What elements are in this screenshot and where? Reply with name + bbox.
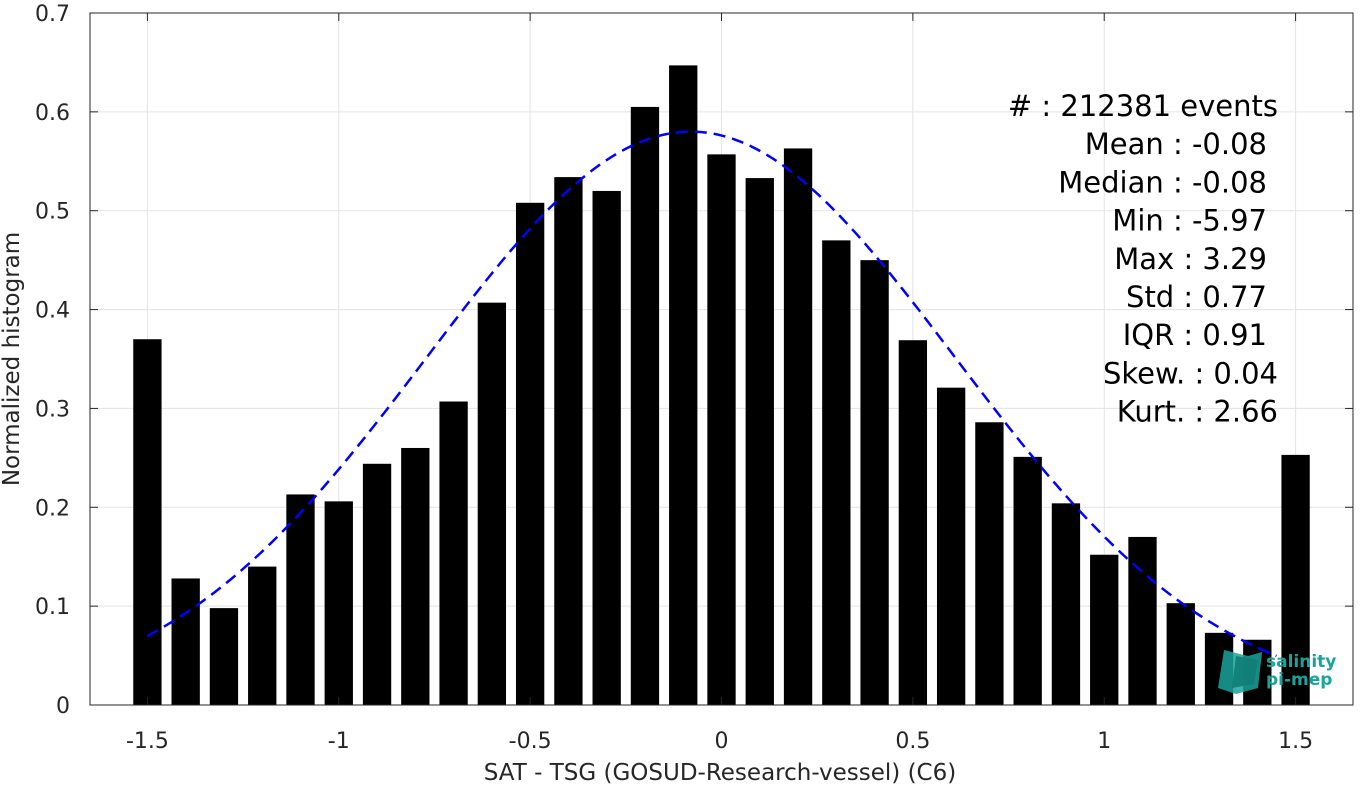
- histogram-bar: [860, 260, 889, 705]
- x-tick-label: 1.5: [1278, 729, 1313, 754]
- histogram-bar: [133, 339, 162, 705]
- y-tick-label: 0.6: [35, 101, 70, 126]
- stat-line: Skew. : 0.04: [1103, 356, 1278, 390]
- salinity-pi-mep-logo: salinity pi-mep: [1218, 650, 1336, 694]
- histogram-bar: [286, 494, 315, 705]
- histogram-bar: [707, 154, 736, 705]
- y-tick-label: 0.7: [35, 2, 70, 27]
- x-axis-label: SAT - TSG (GOSUD-Research-vessel) (C6): [484, 760, 956, 785]
- stat-line: Mean : -0.08: [1085, 127, 1267, 161]
- histogram-bar: [477, 302, 507, 705]
- histogram-bar: [324, 501, 353, 705]
- histogram-bar: [362, 463, 392, 705]
- histogram-bar: [248, 566, 277, 705]
- logo-icon-facet: [1232, 656, 1258, 688]
- histogram-bar: [1128, 536, 1157, 705]
- y-axis-label: Normalized histogram: [0, 232, 25, 486]
- stat-line: IQR : 0.91: [1123, 318, 1267, 352]
- statistics-box: # : 212381 events Mean : -0.08 Median : -0…: [1008, 89, 1278, 429]
- x-tick-label: -1.5: [126, 729, 169, 754]
- histogram-bar: [1090, 554, 1119, 705]
- histogram-bar: [401, 447, 430, 705]
- histogram-bar: [171, 578, 200, 705]
- y-tick-label: 0.4: [35, 299, 70, 324]
- logo-text-line2: pi-mep: [1266, 670, 1332, 690]
- histogram-bar: [1051, 503, 1081, 705]
- histogram-bar: [1281, 454, 1310, 705]
- histogram-bar: [1166, 603, 1195, 705]
- histogram-bar: [745, 178, 774, 705]
- stat-line: Median : -0.08: [1058, 165, 1267, 199]
- axis-ticks: [90, 12, 1353, 706]
- histogram-bar: [975, 422, 1004, 705]
- y-tick-label: 0.1: [35, 595, 70, 620]
- x-tick-label: 1: [1097, 729, 1111, 754]
- histogram-bar: [898, 340, 928, 705]
- histogram-bar: [554, 177, 583, 706]
- histogram-bar: [1013, 456, 1042, 705]
- histogram-bar: [936, 387, 966, 705]
- y-tick-label: 0: [56, 694, 70, 719]
- x-tick-label: -1: [328, 729, 350, 754]
- histogram-bar: [783, 148, 813, 706]
- histogram-bar: [209, 608, 239, 705]
- histogram-bars: [133, 65, 1310, 706]
- stat-line: # : 212381 events: [1008, 89, 1278, 123]
- logo-text-line1: salinity: [1266, 652, 1336, 672]
- histogram-bar: [439, 401, 468, 705]
- y-tick-label: 0.3: [35, 397, 70, 422]
- y-tick-label: 0.2: [35, 496, 70, 521]
- histogram-bar: [822, 240, 851, 705]
- y-tick-labels: 0 0.1 0.2 0.3 0.4 0.5 0.6 0.7: [35, 2, 70, 719]
- gaussian-fit-curve: [146, 130, 1277, 658]
- histogram-bar: [592, 190, 621, 705]
- y-tick-label: 0.5: [35, 200, 70, 225]
- stat-line: Min : -5.97: [1112, 204, 1267, 238]
- x-tick-label: 0: [715, 729, 729, 754]
- histogram-bar: [669, 65, 698, 705]
- x-tick-labels: -1.5 -1 -0.5 0 0.5 1 1.5: [126, 729, 1313, 754]
- stat-line: Max : 3.29: [1114, 242, 1267, 276]
- stat-line: Std : 0.77: [1126, 280, 1267, 314]
- x-tick-label: 0.5: [895, 729, 930, 754]
- stat-line: Kurt. : 2.66: [1117, 395, 1278, 429]
- x-tick-label: -0.5: [509, 729, 552, 754]
- histogram-bar: [515, 202, 545, 705]
- histogram-bar: [630, 106, 660, 705]
